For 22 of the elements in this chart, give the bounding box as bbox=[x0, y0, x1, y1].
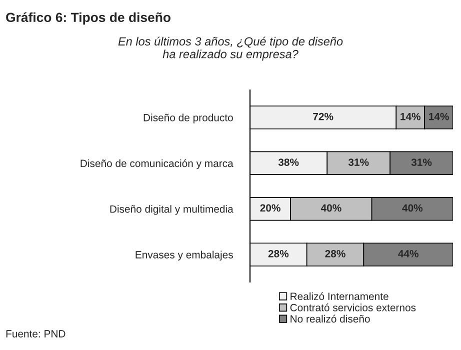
data-label: 31% bbox=[411, 158, 432, 166]
data-label: 38% bbox=[278, 158, 299, 166]
data-label: 40% bbox=[320, 204, 342, 212]
chart-subtitle: En los últimos 3 años, ¿Qué tipo de diseño ha realizado su empresa? bbox=[118, 36, 343, 61]
y-tick-label: Diseño de producto bbox=[144, 114, 233, 124]
source-note: Fuente: PND bbox=[6, 330, 66, 338]
y-tick-label: Diseño digital y multimedia bbox=[110, 205, 234, 215]
y-tick-label: Diseño de comunicación y marca bbox=[80, 159, 234, 170]
data-label: 31% bbox=[348, 158, 369, 166]
y-tick-label: Envases y embalajes bbox=[136, 250, 233, 261]
text: Gráfico 6: Tipos de diseño bbox=[6, 12, 170, 25]
data-label: 28% bbox=[268, 250, 289, 258]
data-label: 28% bbox=[325, 250, 346, 258]
data-label: 40% bbox=[402, 204, 423, 212]
data-label: 72% bbox=[313, 112, 334, 120]
legend-label: No realizó diseño bbox=[290, 314, 370, 323]
legend-label: Realizó Internamente bbox=[290, 292, 388, 300]
data-label: 14% bbox=[429, 112, 449, 120]
legend-label: Contrató servicios externos bbox=[290, 304, 416, 312]
data-label: 20% bbox=[260, 204, 280, 212]
data-label: 14% bbox=[400, 112, 421, 120]
data-label: 44% bbox=[398, 250, 418, 258]
